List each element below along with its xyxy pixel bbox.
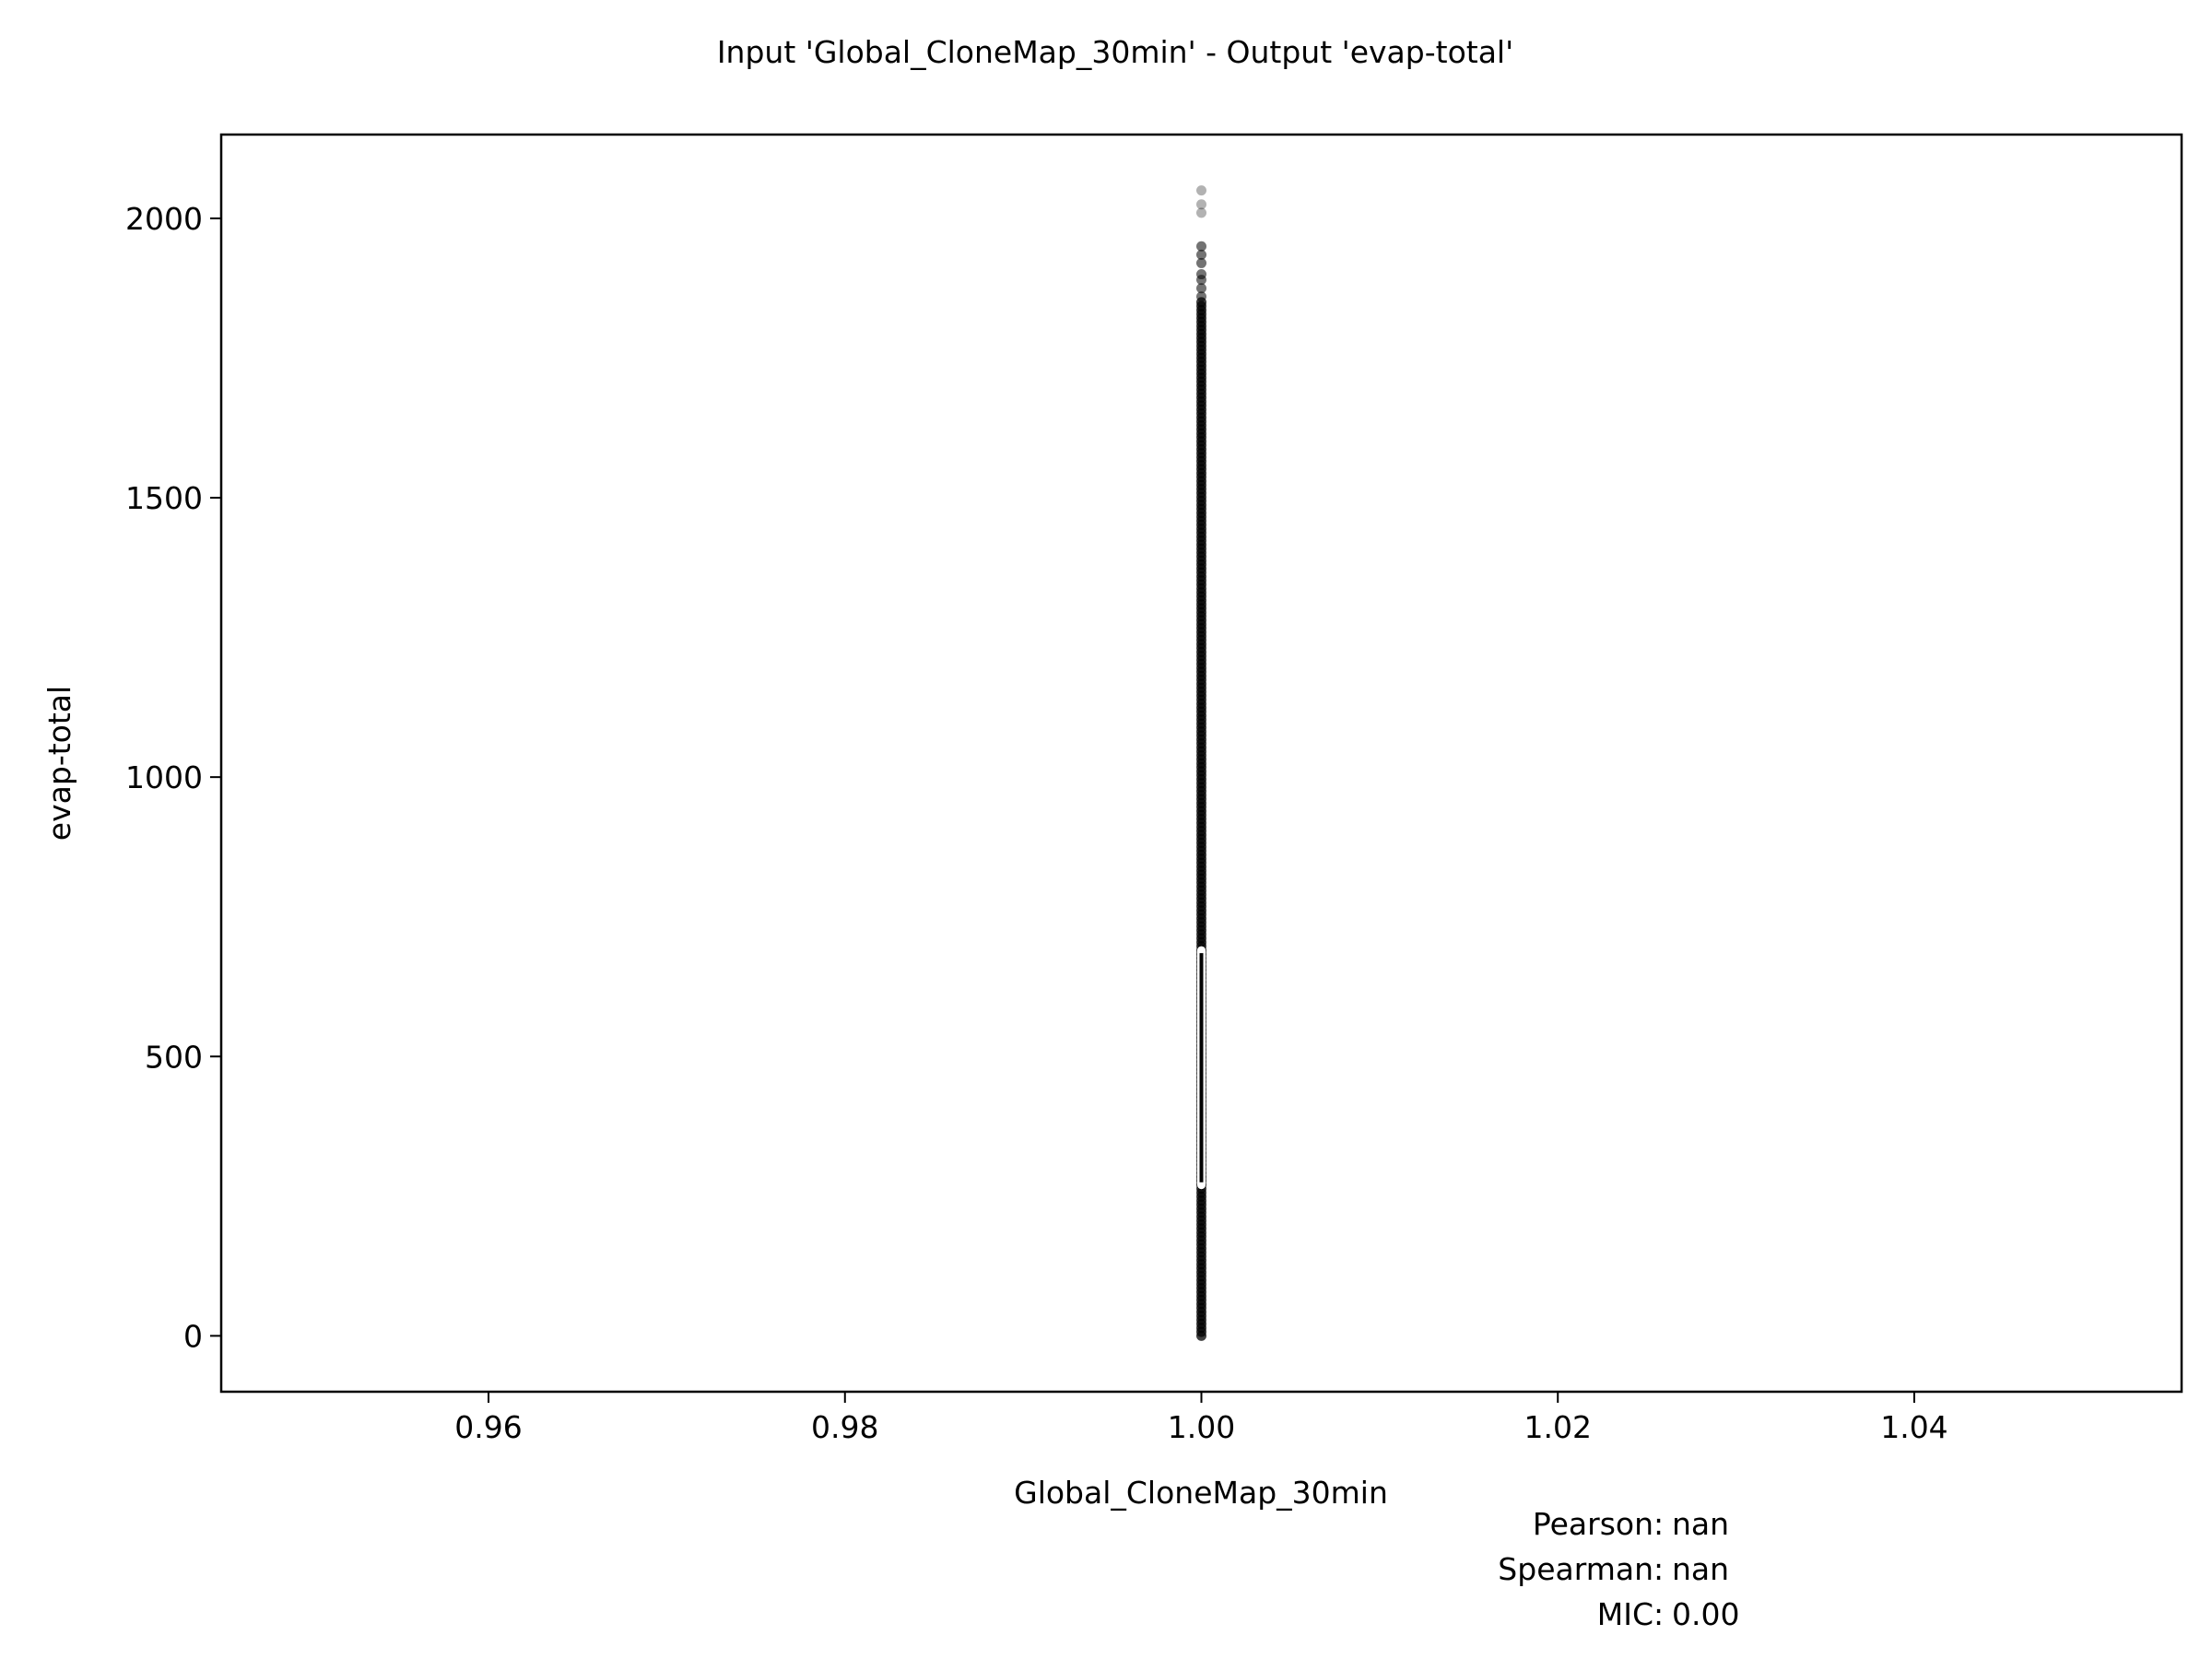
data-point <box>1196 283 1206 294</box>
y-tick-label: 1000 <box>125 759 203 795</box>
mic-value: 0.00 <box>1672 1596 1739 1632</box>
x-axis-label: Global_CloneMap_30min <box>1014 1475 1388 1511</box>
spearman-label: Spearman <box>1498 1551 1653 1587</box>
x-tick-label: 0.96 <box>454 1409 522 1445</box>
svg-text::: : <box>1653 1506 1664 1542</box>
svg-text::: : <box>1653 1551 1664 1587</box>
data-point <box>1196 185 1206 196</box>
y-axis-label: evap-total <box>41 686 77 841</box>
stats-annotation: Pearson : nan Spearman : nan MIC : 0.00 <box>1498 1506 1739 1632</box>
x-tick-label: 1.00 <box>1168 1409 1235 1445</box>
x-tick-label: 1.04 <box>1880 1409 1947 1445</box>
data-point <box>1196 269 1206 280</box>
chart-title: Input 'Global_CloneMap_30min' - Output '… <box>717 34 1513 70</box>
y-tick-label: 500 <box>145 1039 203 1075</box>
data-point <box>1196 257 1206 268</box>
mic-label: MIC <box>1597 1596 1653 1632</box>
x-axis: 0.96 0.98 1.00 1.02 1.04 <box>454 1392 1948 1445</box>
data-point <box>1196 291 1206 302</box>
spearman-value: nan <box>1672 1551 1729 1587</box>
x-tick-label: 1.02 <box>1524 1409 1591 1445</box>
pearson-value: nan <box>1672 1506 1729 1542</box>
plot-area <box>1196 185 1206 1341</box>
data-point <box>1196 241 1206 252</box>
data-point <box>1196 199 1206 210</box>
svg-text::: : <box>1653 1596 1664 1632</box>
pearson-label: Pearson <box>1533 1506 1653 1542</box>
data-point <box>1196 207 1206 218</box>
y-tick-label: 0 <box>183 1318 203 1354</box>
y-tick-label: 1500 <box>125 480 203 516</box>
y-axis: 0 500 1000 1500 2000 <box>125 201 221 1354</box>
data-point <box>1196 249 1206 260</box>
y-tick-label: 2000 <box>125 201 203 237</box>
x-tick-label: 0.98 <box>811 1409 878 1445</box>
